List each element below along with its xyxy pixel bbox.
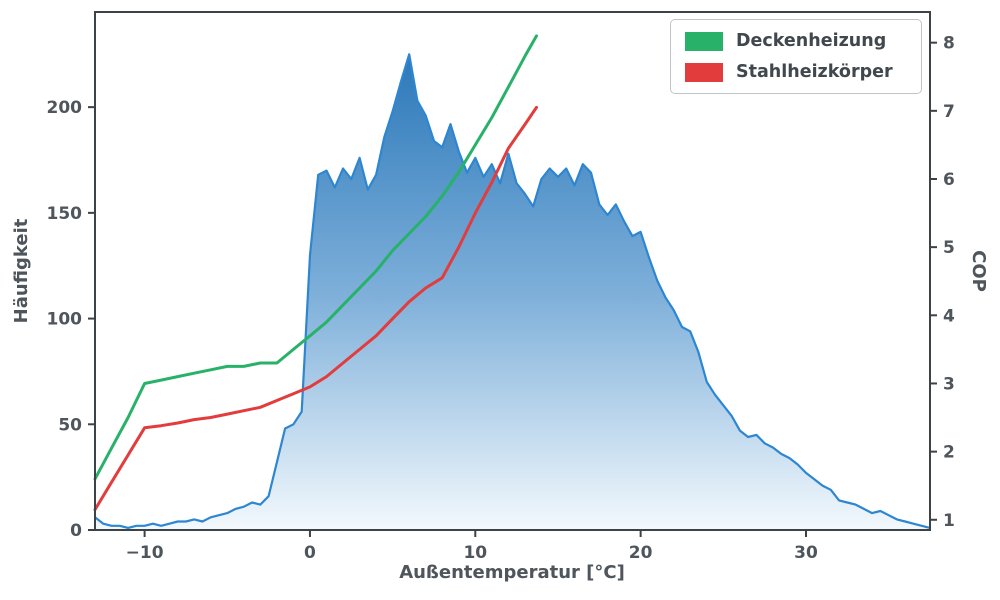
plot-layer	[93, 34, 931, 531]
y-axis-label-right: COP	[968, 250, 989, 292]
legend: Deckenheizung Stahlheizkörper	[670, 19, 922, 94]
x-axis-label: Außentemperatur [°C]	[399, 562, 625, 583]
y-right-tick-label: 8	[943, 34, 955, 54]
legend-item-stahlheizkoerper: Stahlheizkörper	[685, 62, 907, 82]
y-right-tick-label: 3	[943, 374, 955, 394]
axes-layer: −10 0 10 20 30 0 50 100 150 200 1 2 3 4 5 6 7 8	[47, 11, 955, 563]
deckenheizung-label: Deckenheizung	[736, 31, 887, 51]
y-right-tick-label: 7	[943, 102, 955, 122]
y-left-tick-label: 0	[70, 521, 82, 541]
y-right-tick-label: 6	[943, 170, 955, 190]
y-axis-label-left: Häufigkeit	[11, 218, 32, 323]
y-right-tick-label: 1	[943, 511, 955, 531]
series-line-1	[93, 105, 538, 512]
x-tick-label: −10	[126, 543, 164, 563]
x-tick-label: 20	[629, 543, 653, 563]
y-right-tick-label: 4	[943, 306, 955, 326]
histogram-area	[95, 54, 930, 531]
x-tick-label: 0	[304, 543, 316, 563]
deckenheizung-swatch	[685, 31, 723, 51]
y-left-tick-label: 200	[47, 98, 83, 118]
x-tick-label: 10	[463, 543, 487, 563]
histogram-outline	[94, 53, 931, 529]
y-left-tick-label: 100	[47, 310, 83, 330]
stahlheizkoerper-label: Stahlheizkörper	[736, 62, 893, 82]
stahlheizkoerper-swatch	[685, 62, 723, 82]
legend-item-deckenheizung: Deckenheizung	[685, 31, 907, 51]
x-tick-label: 30	[794, 543, 818, 563]
y-right-tick-label: 2	[943, 443, 955, 463]
y-right-tick-label: 5	[943, 238, 955, 258]
y-left-tick-label: 50	[58, 415, 82, 435]
y-left-tick-label: 150	[47, 204, 83, 224]
series-line-0	[93, 34, 538, 481]
plot-spines	[94, 11, 931, 531]
